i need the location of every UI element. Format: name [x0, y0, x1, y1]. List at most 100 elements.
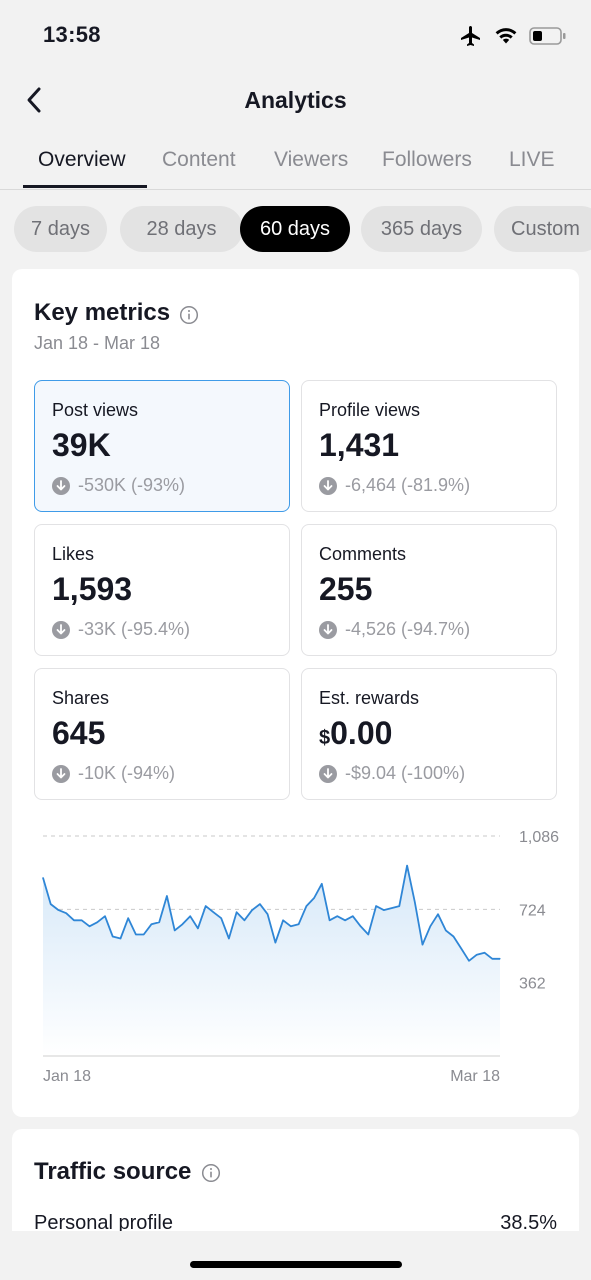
chart-data-point	[220, 917, 222, 919]
chip-365-days[interactable]: 365 days	[361, 206, 482, 252]
metric-change-text: -$9.04 (-100%)	[345, 763, 466, 783]
chart-data-point	[305, 905, 307, 907]
chart-area-fill	[43, 865, 500, 1056]
metric-change-text: -4,526 (-94.7%)	[345, 619, 471, 639]
metric-value: 645	[52, 715, 106, 751]
chart-data-point	[452, 935, 455, 938]
chart-data-point	[251, 909, 253, 911]
chart-data-point	[174, 929, 176, 932]
metric-value-number: 0.00	[330, 715, 393, 751]
chart-data-point	[421, 943, 424, 946]
traffic-source-row: Personal profile 38.5%	[34, 1212, 557, 1231]
metric-est-rewards[interactable]: Est. rewards $0.00 -$9.04 (-100%)	[301, 668, 557, 800]
chip-custom[interactable]: Custom	[494, 206, 591, 252]
chart-data-point	[336, 915, 338, 917]
metric-profile-views[interactable]: Profile views 1,431 -6,464 (-81.9%)	[301, 380, 557, 512]
chart-data-point	[228, 937, 230, 940]
chart-y-tick-label: 362	[519, 976, 546, 993]
tab-live[interactable]: LIVE	[509, 148, 555, 171]
chart-data-point	[383, 909, 385, 911]
chart-data-point	[189, 915, 191, 917]
info-icon[interactable]	[179, 305, 199, 325]
chart-data-point	[398, 905, 400, 907]
metric-value: 1,593	[52, 571, 133, 607]
chart-data-point	[259, 903, 261, 905]
chart-data-point	[65, 912, 67, 914]
chart-x-tick-label: Mar 18	[450, 1068, 500, 1085]
traffic-source-title: Traffic source	[34, 1158, 192, 1185]
arrow-down-circle-icon	[52, 620, 70, 639]
chart-data-point	[197, 927, 199, 929]
chart-data-point	[150, 923, 153, 925]
status-time: 13:58	[43, 22, 101, 47]
metric-label: Shares	[52, 688, 110, 708]
arrow-down-circle-icon	[319, 476, 337, 495]
chart-data-point	[406, 864, 408, 867]
chart-series-line	[42, 864, 500, 962]
nav-bar: Analytics	[0, 70, 591, 130]
chip-60-days[interactable]: 60 days	[240, 206, 350, 252]
metric-shares[interactable]: Shares 645 -10K (-94%)	[34, 668, 290, 800]
chip-28-days[interactable]: 28 days	[120, 206, 243, 252]
tab-content[interactable]: Content	[162, 148, 236, 171]
traffic-source-value: 38.5%	[500, 1212, 557, 1231]
chart-data-point	[313, 897, 315, 899]
chart-data-point	[460, 948, 462, 950]
metric-change-text: -10K (-94%)	[78, 763, 176, 783]
status-icons	[459, 24, 567, 48]
metric-label: Profile views	[319, 400, 421, 420]
back-button[interactable]	[18, 84, 50, 116]
arrow-down-circle-icon	[52, 476, 70, 495]
metric-comments[interactable]: Comments 255 -4,526 (-94.7%)	[301, 524, 557, 656]
chart-data-point	[42, 877, 44, 879]
chart-data-point	[274, 941, 276, 944]
currency-symbol: $	[319, 727, 331, 749]
chart-data-point	[414, 901, 416, 903]
tab-overview[interactable]: Overview	[38, 148, 126, 171]
date-range-label: Jan 18 - Mar 18	[34, 333, 161, 353]
airplane-icon	[461, 26, 480, 46]
chart-data-point	[135, 933, 137, 936]
bottom-safe-area	[0, 1231, 591, 1280]
chip-7-days[interactable]: 7 days	[14, 206, 107, 252]
metric-label: Comments	[319, 544, 407, 564]
key-metrics-title: Key metrics	[34, 299, 171, 326]
chart-data-point	[390, 907, 393, 909]
chart-data-point	[112, 935, 114, 938]
metric-change: -530K (-93%)	[52, 475, 185, 496]
chart-data-point	[491, 958, 493, 960]
chart-data-point	[476, 954, 478, 956]
chart-data-point	[88, 925, 91, 927]
traffic-source-card: Traffic source Personal profile 38.5%	[12, 1129, 579, 1231]
arrow-down-circle-icon	[319, 620, 337, 639]
chart-data-point	[243, 919, 245, 921]
date-range-chips: 7 days 28 days 60 days 365 days Custom	[14, 206, 591, 254]
traffic-source-label: Personal profile	[34, 1212, 173, 1231]
metric-change: -33K (-95.4%)	[52, 619, 190, 640]
chart-data-point	[437, 913, 439, 915]
status-bar: 13:58	[0, 0, 591, 70]
metric-value: 1,431	[319, 427, 400, 463]
metric-change: -10K (-94%)	[52, 763, 175, 784]
metric-value: 39K	[52, 427, 111, 463]
chart-data-point	[282, 919, 284, 921]
page-title: Analytics	[244, 87, 347, 113]
metric-change-text: -33K (-95.4%)	[78, 619, 191, 639]
tab-viewers[interactable]: Viewers	[274, 148, 349, 171]
chart-data-point	[499, 958, 501, 960]
arrow-down-circle-icon	[52, 764, 70, 783]
info-icon[interactable]	[201, 1163, 221, 1183]
metric-label: Post views	[52, 400, 139, 420]
chevron-left-icon	[27, 87, 41, 113]
metric-post-views[interactable]: Post views 39K -530K (-93%)	[34, 380, 290, 512]
metric-change: -4,526 (-94.7%)	[319, 619, 470, 640]
chart-data-point	[73, 919, 75, 921]
chart-data-point	[104, 915, 106, 917]
chart-data-point	[57, 909, 60, 911]
chart-x-tick-label: Jan 18	[43, 1068, 91, 1085]
chart-data-point	[81, 919, 83, 921]
metric-likes[interactable]: Likes 1,593 -33K (-95.4%)	[34, 524, 290, 656]
tab-followers[interactable]: Followers	[382, 148, 472, 171]
chart-data-point	[445, 929, 447, 932]
chart-data-point	[321, 883, 323, 885]
